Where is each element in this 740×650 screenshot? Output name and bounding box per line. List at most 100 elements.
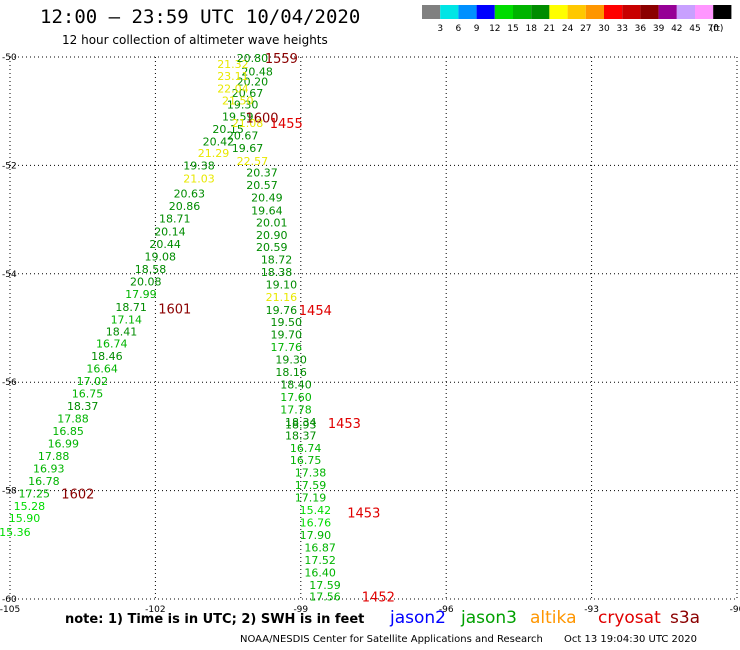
satellite-jason3: jason3 (461, 608, 517, 628)
legend-swatch (531, 5, 550, 19)
wave-height-value: 20.01 (256, 216, 288, 229)
wave-height-value: 15.90 (9, 512, 41, 525)
wave-height-value: 18.46 (91, 350, 123, 363)
wave-height-value: 18.72 (261, 254, 293, 267)
wave-height-value: 19.10 (266, 279, 298, 292)
footer-credit: NOAA/NESDIS Center for Satellite Applica… (240, 634, 697, 645)
wave-height-value: 19.30 (275, 353, 307, 366)
pass-time-label: 1453 (347, 506, 380, 521)
wave-height-value: 16.64 (86, 363, 118, 376)
wave-height-value: 17.59 (295, 479, 327, 492)
wave-height-value: 17.90 (300, 529, 332, 542)
wave-height-value: 23.11 (217, 70, 249, 83)
satellite-altika: altika (530, 608, 577, 628)
pass-time-label: 1453 (328, 417, 361, 432)
wave-height-value: 22.04 (217, 82, 249, 95)
generated-timestamp: Oct 13 19:04:30 UTC 2020 (564, 634, 697, 645)
wave-height-value: 20.20 (237, 75, 269, 88)
wave-height-value: 18.41 (106, 325, 138, 338)
wave-height-value: 21.50 (222, 94, 254, 107)
lat-tick-label: -52 (2, 161, 17, 171)
legend-swatch (622, 5, 641, 19)
wave-height-value: 20.67 (232, 87, 264, 100)
wave-height-value: 21.16 (266, 291, 298, 304)
wave-height-value: 18.71 (159, 213, 191, 226)
legend-swatch (658, 5, 677, 19)
wave-height-value: 17.19 (295, 492, 327, 505)
map-title: 12:00 – 23:59 UTC 10/04/2020 (40, 6, 361, 28)
wave-height-value: 19.59 (222, 111, 254, 124)
lat-tick-label: -58 (2, 487, 17, 497)
wave-height-value: 18.16 (275, 366, 307, 379)
wave-height-value: 17.52 (304, 554, 336, 567)
pass-time-label: 1455 (270, 117, 303, 132)
map-subtitle: 12 hour collection of altimeter wave hei… (62, 33, 328, 47)
units-note: note: 1) Time is in UTC; 2) SWH is in fe… (65, 612, 365, 627)
legend-swatch (494, 5, 513, 19)
legend-unit: (ft) (710, 24, 724, 34)
wave-height-value: 19.67 (232, 142, 264, 155)
lat-tick-label: -50 (2, 53, 17, 63)
legend-bin-label: 12 (489, 24, 500, 34)
wave-height-value: 15.42 (300, 504, 332, 517)
wave-height-value: 20.86 (169, 200, 201, 213)
wave-height-value: 16.75 (72, 388, 104, 401)
legend-bin-label: 45 (689, 24, 700, 34)
legend-swatch (513, 5, 532, 19)
wave-height-value: 17.88 (57, 413, 89, 426)
legend-swatch (695, 5, 714, 19)
legend-swatch (676, 5, 695, 19)
wave-height-value: 20.15 (212, 123, 244, 136)
wave-height-value: 15.36 (0, 526, 31, 539)
wave-height-value: 19.38 (183, 159, 215, 172)
wave-height-value: 18.34 (285, 416, 317, 429)
legend-swatch (440, 5, 459, 19)
satellite-jason2: jason2 (390, 608, 446, 628)
legend-bin-label: 18 (525, 24, 537, 34)
color-legend: 3 6 9 12 15 18 21 24 27 30 33 36 39 42 45 70(ft) (422, 5, 732, 34)
legend-swatch (476, 5, 495, 19)
wave-height-value: 19.64 (251, 204, 283, 217)
legend-swatch (549, 5, 568, 19)
pass-time-label: 1601 (158, 302, 191, 317)
lon-tick-label: -93 (584, 605, 599, 612)
legend-bin-label: 39 (653, 24, 665, 34)
wave-height-value: 20.42 (203, 136, 235, 149)
wave-height-value: 15.28 (14, 500, 46, 513)
wave-height-value: 16.74 (290, 442, 322, 455)
wave-height-value: 22.57 (237, 155, 269, 168)
wave-height-value: 17.78 (280, 403, 312, 416)
wave-height-value: 20.49 (251, 191, 283, 204)
wave-height-value: 20.08 (130, 275, 162, 288)
legend-swatch (458, 5, 477, 19)
lon-tick-label: -96 (439, 605, 454, 612)
wave-height-value: 18.37 (285, 429, 317, 442)
wave-height-value: 19.08 (144, 250, 176, 263)
legend-bin-label: 24 (562, 24, 574, 34)
wave-height-value: 16.78 (28, 475, 60, 488)
lon-tick-label: -105 (0, 605, 20, 612)
wave-height-value: 16.87 (304, 542, 336, 555)
wave-height-value: 21.32 (217, 58, 249, 71)
wave-height-value: 17.38 (295, 467, 327, 480)
wave-height-value: 17.88 (38, 450, 70, 463)
wave-height-value: 17.14 (111, 313, 143, 326)
legend-bin-label: 70 (707, 24, 719, 34)
legend-bin-label: 33 (616, 24, 627, 34)
wave-height-value: 18.40 (280, 378, 312, 391)
wave-height-value: 20.37 (246, 166, 278, 179)
pass-time-label: 1452 (362, 590, 395, 605)
lon-tick-label: -102 (145, 605, 165, 612)
wave-height-value: 17.25 (18, 487, 50, 500)
legend-bin-label: 30 (598, 24, 610, 34)
wave-height-value: 17.60 (280, 391, 312, 404)
wave-height-value: 19.70 (271, 329, 303, 342)
wave-height-value: 21.29 (198, 147, 230, 160)
legend-bin-label: 15 (507, 24, 518, 34)
wave-height-value: 19.50 (271, 316, 303, 329)
wave-height-value: 17.76 (271, 341, 303, 354)
wave-height-value: 17.56 (309, 590, 341, 603)
legend-swatch (567, 5, 586, 19)
wave-height-value: 19.76 (266, 304, 298, 317)
